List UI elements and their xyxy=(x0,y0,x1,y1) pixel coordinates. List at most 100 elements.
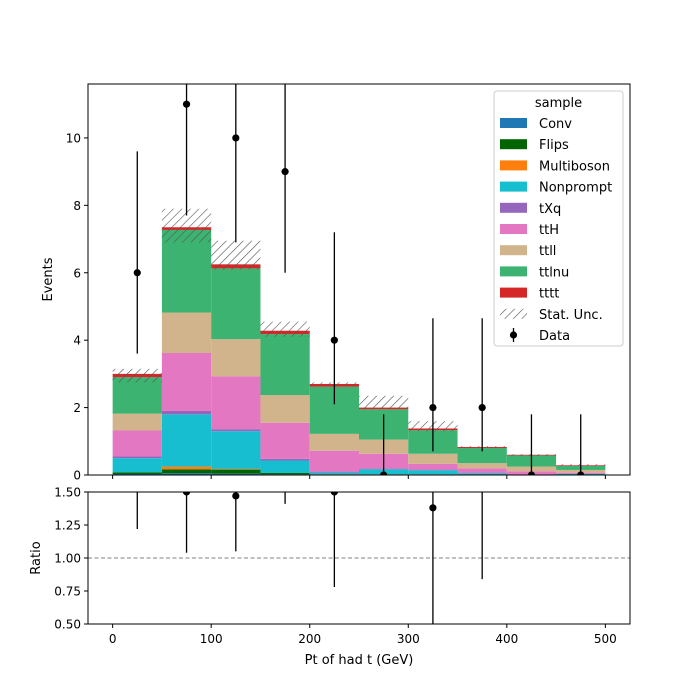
stat-unc-band-bin-5 xyxy=(359,395,409,410)
legend-data-marker xyxy=(509,331,518,339)
bar-ttlnu-bin-1 xyxy=(161,229,212,313)
bar-txq-bin-2 xyxy=(211,429,261,432)
legend-label-ttll: ttll xyxy=(539,244,556,259)
ratio-y-tick-label-1.5: 1.50 xyxy=(54,486,81,500)
stat-unc-band-bin-3 xyxy=(260,321,310,337)
bar-tth-bin-4 xyxy=(309,450,359,472)
legend-swatch-tth xyxy=(500,224,527,234)
bar-ttll-bin-1 xyxy=(161,312,212,353)
ratio-y-tick-label-0.5: 0.50 xyxy=(54,618,81,632)
ratio-x-tick-label-300: 300 xyxy=(397,632,420,646)
bar-flips-bin-0 xyxy=(112,472,162,474)
main-y-tick-label-10: 10 xyxy=(66,131,81,145)
bar-txq-bin-3 xyxy=(260,458,310,461)
bar-flips-bin-3 xyxy=(260,472,310,475)
ratio-point-1 xyxy=(182,492,191,496)
bar-txq-bin-1 xyxy=(161,410,212,415)
legend-swatch-stat-unc xyxy=(500,308,527,319)
legend-title: sample xyxy=(535,96,582,111)
data-point-0 xyxy=(133,269,141,277)
bar-ttll-bin-3 xyxy=(260,395,310,423)
legend-label-tth: ttH xyxy=(539,223,559,238)
bar-tth-bin-0 xyxy=(112,430,162,457)
main-x-ticks xyxy=(112,475,606,479)
ratio-x-tick-label-100: 100 xyxy=(200,632,223,646)
bar-flips-bin-1 xyxy=(161,469,212,474)
ratio-x-tick-label-200: 200 xyxy=(298,632,321,646)
main-y-tick-label-0: 0 xyxy=(73,469,81,483)
bar-ttll-bin-6 xyxy=(408,453,458,464)
bar-txq-bin-7 xyxy=(457,472,507,474)
ratio-point-5 xyxy=(429,504,437,512)
legend-swatch-conv xyxy=(500,118,527,128)
legend-items: Conv Flips Multiboson Nonprompt tXq ttH ttll tt… xyxy=(500,117,612,344)
bar-ttll-bin-0 xyxy=(112,413,162,431)
legend-label-flips: Flips xyxy=(539,138,569,153)
main-plot-frame xyxy=(87,83,631,476)
stat-unc-band-bin-0 xyxy=(112,368,162,383)
bar-ttll-bin-4 xyxy=(309,433,359,451)
ratio-y-tick-label-1.25: 1.25 xyxy=(54,519,81,533)
legend-label-conv: Conv xyxy=(539,117,572,132)
bar-nonprompt-bin-3 xyxy=(260,460,310,473)
ratio-x-ticks: 0 100 200 300 400 500 xyxy=(109,624,617,646)
bar-nonprompt-bin-0 xyxy=(112,458,162,473)
main-panel: 0 2 4 6 8 10 Events sample Conv Flips Multiboso… xyxy=(41,83,631,483)
x-axis-label: Pt of had t (GeV) xyxy=(305,653,414,668)
bar-ttlnu-bin-0 xyxy=(112,377,162,414)
legend-swatch-nonprompt xyxy=(500,181,527,192)
legend-swatch-ttlnu xyxy=(500,266,527,277)
data-point-6 xyxy=(429,403,437,412)
ratio-x-tick-label-400: 400 xyxy=(495,632,518,646)
bar-tth-bin-3 xyxy=(260,422,310,459)
data-point-5 xyxy=(380,471,388,475)
ratio-y-axis-label: Ratio xyxy=(29,541,44,574)
main-y-tick-label-2: 2 xyxy=(73,401,81,415)
ratio-point-2 xyxy=(232,492,240,500)
bar-nonprompt-bin-1 xyxy=(161,414,212,467)
main-y-tick-label-6: 6 xyxy=(73,266,81,280)
data-point-1 xyxy=(182,100,191,108)
bar-tth-bin-7 xyxy=(457,468,507,473)
legend-label-ttlnu: ttlnu xyxy=(539,265,569,280)
legend-label-tttt: tttt xyxy=(539,287,559,302)
data-points xyxy=(133,84,585,475)
bar-nonprompt-bin-6 xyxy=(408,470,458,475)
ratio-x-tick-label-0: 0 xyxy=(109,632,117,646)
ratio-y-tick-label-0.75: 0.75 xyxy=(54,585,81,599)
bar-flips-bin-2 xyxy=(211,469,261,474)
legend-label-nonprompt: Nonprompt xyxy=(539,181,612,196)
legend: sample Conv Flips Multiboson Nonprompt tXq tt… xyxy=(493,90,624,347)
bar-nonprompt-bin-7 xyxy=(457,473,507,475)
data-point-8 xyxy=(527,471,536,475)
data-point-2 xyxy=(232,134,240,142)
legend-label-txq: tXq xyxy=(539,202,561,217)
legend-label-data: Data xyxy=(539,329,570,344)
ratio-y-ticks: 0.50 0.75 1.00 1.25 1.50 xyxy=(54,486,88,632)
data-point-9 xyxy=(577,471,585,475)
bar-conv-bin-0 xyxy=(112,473,162,475)
main-y-tick-label-8: 8 xyxy=(73,199,81,213)
bar-ttlnu-bin-7 xyxy=(457,448,507,464)
stat-unc-band-bin-2 xyxy=(211,240,261,270)
bar-multiboson-bin-2 xyxy=(211,468,261,470)
bar-txq-bin-6 xyxy=(408,469,458,471)
legend-swatch-txq xyxy=(500,202,527,213)
bar-ttlnu-bin-2 xyxy=(211,268,261,340)
ratio-x-tick-label-500: 500 xyxy=(594,632,617,646)
ratio-point-4 xyxy=(330,492,338,496)
data-point-3 xyxy=(281,168,289,176)
legend-swatch-flips xyxy=(500,139,527,150)
bar-txq-bin-0 xyxy=(112,456,162,459)
legend-box xyxy=(493,90,624,347)
bar-tth-bin-1 xyxy=(161,352,212,411)
bar-nonprompt-bin-2 xyxy=(211,431,261,469)
ratio-panel: 0.50 0.75 1.00 1.25 1.50 0 100 200 300 400 500 Ra… xyxy=(29,486,631,668)
legend-label-stat-unc: Stat. Unc. xyxy=(539,308,603,323)
bar-multiboson-bin-1 xyxy=(161,466,212,470)
bar-txq-bin-4 xyxy=(309,471,359,473)
bar-ttlnu-bin-3 xyxy=(260,334,310,396)
legend-swatch-multiboson xyxy=(500,160,527,171)
main-y-ticks: 0 2 4 6 8 10 xyxy=(66,131,88,483)
